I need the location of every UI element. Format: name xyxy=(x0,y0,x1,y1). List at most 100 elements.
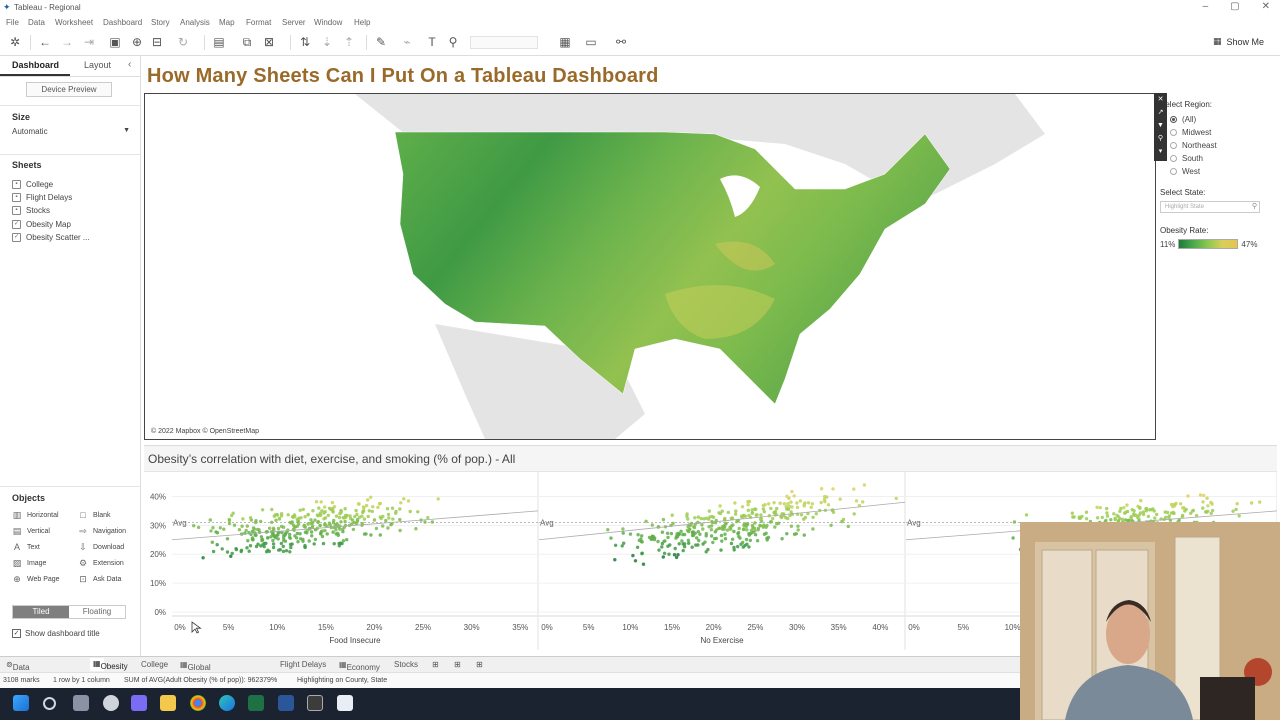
new-worksheet-icon[interactable]: ▤ xyxy=(213,35,225,49)
show-cards-icon[interactable]: ▦ xyxy=(559,35,571,49)
menu-map[interactable]: Map xyxy=(219,18,235,27)
new-worksheet-tab-icon[interactable]: ⊞ xyxy=(432,660,439,669)
collapse-panel-icon[interactable]: ‹ xyxy=(128,59,132,70)
widgets-icon[interactable] xyxy=(103,695,119,711)
new-dashboard-tab-icon[interactable]: ⊞ xyxy=(454,660,461,669)
sheet-item-obesity-map[interactable]: ✓ Obesity Map xyxy=(12,220,71,229)
tab-dashboard[interactable]: Dashboard xyxy=(12,60,60,70)
excel-icon[interactable] xyxy=(248,695,264,711)
scatter-point xyxy=(707,509,711,513)
tab-economy[interactable]: ▦ Economy xyxy=(339,660,380,672)
region-option-northeast[interactable]: Northeast xyxy=(1160,139,1275,152)
menu-dashboard[interactable]: Dashboard xyxy=(103,18,143,27)
size-dropdown[interactable]: Automatic ▼ xyxy=(12,127,130,136)
region-option-midwest[interactable]: Midwest xyxy=(1160,126,1275,139)
tab-flight-delays[interactable]: Flight Delays xyxy=(280,660,327,669)
map-attribution[interactable]: © 2022 Mapbox © OpenStreetMap xyxy=(151,428,259,435)
clear-sheet-icon[interactable]: ⊠ xyxy=(263,35,275,49)
sheet-item-obesity-scatter[interactable]: ✓ Obesity Scatter ... xyxy=(12,233,90,242)
undo-icon[interactable]: ← xyxy=(39,35,51,49)
object-web-page[interactable]: ⊕ Web Page xyxy=(13,574,60,584)
tab-obesity[interactable]: ▦ Obesity xyxy=(90,658,128,671)
word-icon[interactable] xyxy=(278,695,294,711)
floating-button[interactable]: Floating xyxy=(69,606,125,618)
tab-data-source[interactable]: ⊚ Data Source xyxy=(6,660,38,681)
menu-file[interactable]: File xyxy=(6,18,19,27)
obesity-map[interactable]: © 2022 Mapbox © OpenStreetMap xyxy=(144,93,1156,440)
tab-college[interactable]: College xyxy=(141,660,169,669)
sort-ascending-icon[interactable]: ⇣ xyxy=(321,35,333,49)
new-story-tab-icon[interactable]: ⊞ xyxy=(476,660,483,669)
presentation-mode-icon[interactable]: ▭ xyxy=(585,35,597,49)
menu-worksheet[interactable]: Worksheet xyxy=(55,18,94,27)
search-icon[interactable] xyxy=(43,697,56,710)
group-icon[interactable]: ⌁ xyxy=(403,35,411,49)
minimize-icon[interactable]: – xyxy=(1202,1,1209,12)
menu-help[interactable]: Help xyxy=(354,18,371,27)
share-icon[interactable]: ⚯ xyxy=(615,35,627,49)
redo-icon[interactable]: → xyxy=(61,35,73,49)
tableau-home-icon[interactable]: ✲ xyxy=(9,35,21,49)
fit-select[interactable] xyxy=(470,36,538,49)
highlight-icon[interactable]: ✎ xyxy=(375,35,387,49)
duplicate-sheet-icon[interactable]: ⧉ xyxy=(242,35,252,49)
labels-icon[interactable]: T xyxy=(428,35,436,49)
chrome-icon[interactable] xyxy=(190,695,206,711)
object-text[interactable]: A Text xyxy=(13,542,40,552)
menu-analysis[interactable]: Analysis xyxy=(180,18,210,27)
start-icon[interactable] xyxy=(13,695,29,711)
replay-icon[interactable]: ⇥ xyxy=(83,35,95,49)
sheet-item-flight-delays[interactable]: ▪ Flight Delays xyxy=(12,193,72,202)
tableau-taskbar-icon[interactable] xyxy=(307,695,323,711)
tab-stocks[interactable]: Stocks xyxy=(394,660,419,669)
object-vertical[interactable]: ▤ Vertical xyxy=(12,526,50,536)
legend-max: 47% xyxy=(1241,239,1258,249)
go-to-sheet-icon[interactable]: ↗ xyxy=(1157,109,1164,116)
tiled-button[interactable]: Tiled xyxy=(13,606,69,618)
region-option-west[interactable]: West xyxy=(1160,165,1275,178)
menu-format[interactable]: Format xyxy=(246,18,272,27)
sheet-item-stocks[interactable]: ▪ Stocks xyxy=(12,206,50,215)
show-title-checkbox[interactable]: ✓ Show dashboard title xyxy=(12,629,100,638)
scatter-point xyxy=(1165,510,1170,515)
tableau-logo-icon: ✦ xyxy=(3,2,11,12)
tab-layout[interactable]: Layout xyxy=(84,60,112,70)
scatter-point xyxy=(825,495,829,499)
object-download[interactable]: ⇩ Download xyxy=(79,542,125,552)
close-icon[interactable]: ✕ xyxy=(1157,96,1164,103)
pause-updates-icon[interactable]: ⊟ xyxy=(151,35,163,49)
swap-icon[interactable]: ⇅ xyxy=(299,35,311,49)
object-extension[interactable]: ⚙ Extension xyxy=(78,558,124,568)
pin-icon[interactable]: ⚲ xyxy=(1157,135,1164,142)
object-blank[interactable]: □ Blank xyxy=(78,510,110,520)
edge-icon[interactable] xyxy=(219,695,235,711)
highlight-state-input[interactable]: Highlight State ⚲ xyxy=(1160,201,1260,213)
pin-icon[interactable]: ⚲ xyxy=(448,35,458,49)
task-view-icon[interactable] xyxy=(73,695,89,711)
device-preview-button[interactable]: Device Preview xyxy=(26,82,112,97)
filter-icon[interactable]: ▼ xyxy=(1157,122,1164,129)
sort-descending-icon[interactable]: ⇡ xyxy=(343,35,355,49)
save-icon[interactable]: ▣ xyxy=(109,35,121,49)
maximize-icon[interactable]: ▢ xyxy=(1230,1,1240,12)
close-icon[interactable]: ✕ xyxy=(1261,1,1270,12)
menu-data[interactable]: Data xyxy=(28,18,45,27)
refresh-icon[interactable]: ↻ xyxy=(177,35,189,49)
region-option-south[interactable]: South xyxy=(1160,152,1275,165)
file-explorer-icon[interactable] xyxy=(160,695,176,711)
object-navigation[interactable]: ⇨ Navigation xyxy=(79,526,127,536)
tab-global-temperatures[interactable]: ▦ Global Temperatures xyxy=(180,660,236,681)
app-icon[interactable] xyxy=(337,695,353,711)
menu-server[interactable]: Server xyxy=(282,18,306,27)
sheet-item-college[interactable]: ▪ College xyxy=(12,180,53,189)
menu-story[interactable]: Story xyxy=(151,18,170,27)
object-ask-data[interactable]: ⊡ Ask Data xyxy=(79,574,122,584)
new-data-source-icon[interactable]: ⊕ xyxy=(131,35,143,49)
menu-window[interactable]: Window xyxy=(314,18,343,27)
chat-icon[interactable] xyxy=(131,695,147,711)
region-option-all[interactable]: (All) xyxy=(1160,113,1275,126)
object-image[interactable]: ▨ Image xyxy=(12,558,47,568)
object-horizontal[interactable]: ▥ Horizontal xyxy=(12,510,59,520)
more-options-icon[interactable]: ▾ xyxy=(1158,148,1163,155)
show-me-button[interactable]: ▦ Show Me xyxy=(1212,36,1264,47)
